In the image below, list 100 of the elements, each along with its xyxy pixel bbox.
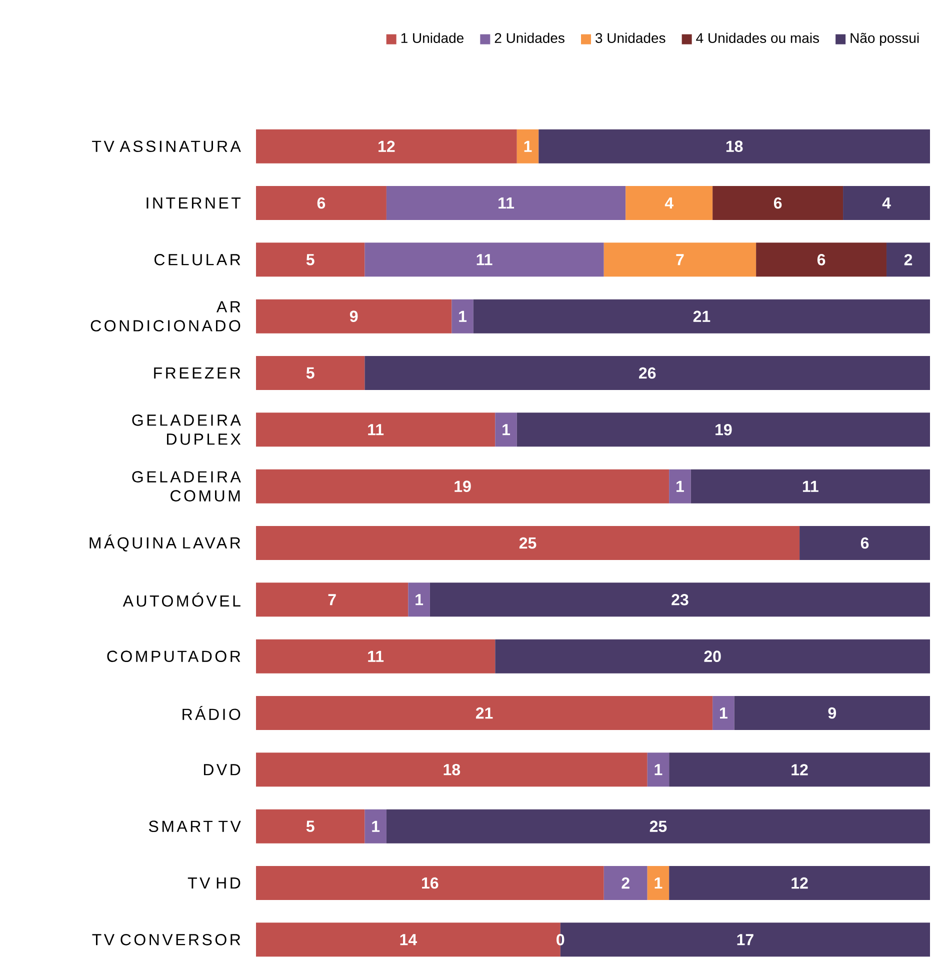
data-label: 11: [368, 424, 384, 436]
bar: [386, 809, 930, 844]
bar: [256, 866, 604, 900]
data-label: 1: [416, 594, 424, 606]
data-label: 1: [676, 480, 684, 492]
y-tick-label: DVD: [204, 764, 240, 776]
bar: [843, 186, 930, 220]
data-label: 18: [726, 140, 743, 152]
bar: [364, 356, 930, 390]
data-label: 4: [882, 197, 891, 209]
data-label: 1: [654, 878, 662, 889]
data-label: 11: [368, 650, 384, 662]
bar: [256, 129, 517, 164]
data-label: 11: [802, 480, 818, 492]
bar: [256, 469, 670, 504]
data-label: 6: [817, 254, 826, 266]
bar: [256, 752, 648, 787]
legend-label: 4 Unidades ou mais: [696, 32, 820, 43]
y-tick-label: GELADEIRA COMUM: [132, 471, 241, 502]
bar: [734, 696, 930, 730]
bar: [256, 186, 386, 220]
data-label: 18: [444, 764, 460, 776]
data-label: 20: [704, 650, 721, 662]
bar: [408, 582, 430, 617]
data-label: 23: [672, 594, 688, 606]
y-tick-label: TV CONVERSOR: [92, 934, 240, 946]
data-label: 17: [737, 934, 754, 946]
bar: [647, 752, 670, 787]
bar: [756, 242, 887, 277]
bar: [516, 129, 539, 164]
bar: [256, 526, 800, 560]
data-label: 4: [664, 197, 674, 209]
bar: [256, 582, 408, 617]
y-tick-label: CELULAR: [154, 254, 240, 266]
bar: [364, 809, 386, 844]
bar: [256, 696, 713, 730]
bar: [473, 299, 930, 334]
bar: [712, 186, 844, 220]
data-label: 21: [476, 707, 493, 719]
y-tick-label: INTERNET: [146, 197, 241, 209]
data-label: 1: [524, 140, 532, 152]
data-label: 14: [400, 934, 418, 946]
data-label: 25: [519, 537, 536, 549]
bar: [800, 526, 930, 560]
bar: [712, 696, 734, 730]
legend-label: 3 Unidades: [596, 32, 666, 43]
data-label: 1: [459, 310, 467, 322]
y-tick-label: TV HD: [188, 878, 240, 889]
y-tick-label: GELADEIRA DUPLEX: [132, 414, 241, 445]
bar: [256, 412, 496, 447]
data-label: 1: [654, 764, 662, 776]
bar: [256, 809, 365, 844]
y-tick-label: MÁQUINA LAVAR: [90, 534, 240, 552]
data-label: 7: [328, 594, 336, 606]
legend-label: 1 Unidade: [401, 32, 464, 43]
data-label: 21: [693, 310, 710, 322]
data-label: 11: [476, 254, 492, 266]
bar: [690, 469, 930, 504]
data-label: 26: [639, 367, 656, 379]
bar: [669, 469, 691, 504]
data-label: 1: [372, 820, 380, 832]
bar: [516, 412, 930, 447]
data-label: 2: [622, 877, 630, 889]
annotation: 0: [556, 934, 564, 946]
bar: [538, 129, 930, 164]
data-label: 11: [498, 197, 514, 209]
bar: [495, 412, 517, 447]
bar: [647, 866, 670, 900]
bar: [364, 242, 604, 277]
bar: [604, 866, 648, 900]
data-label: 9: [828, 707, 836, 719]
y-tick-label: SMART TV: [148, 820, 241, 832]
bar: [256, 639, 496, 674]
data-label: 19: [454, 480, 471, 492]
bar: [256, 356, 365, 390]
y-tick-label: AUTOMÓVEL: [122, 592, 240, 607]
data-label: 6: [774, 197, 782, 209]
data-label: 5: [306, 367, 314, 379]
legend-label: Não possui: [850, 32, 919, 46]
bar: [256, 299, 452, 334]
bar: [256, 242, 365, 277]
bar: [669, 752, 930, 787]
y-tick-label: COMPUTADOR: [107, 650, 240, 662]
data-label: 25: [650, 820, 667, 832]
data-label: 12: [792, 764, 808, 776]
bar: [886, 242, 930, 277]
legend-label: 2 Unidades: [494, 32, 564, 43]
bar: [452, 299, 474, 334]
data-label: 19: [716, 424, 732, 436]
y-tick-label: TV ASSINATURA: [92, 140, 241, 152]
bar: [626, 186, 713, 220]
y-tick-label: AR CONDICIONADO: [90, 301, 240, 332]
data-label: 12: [378, 140, 395, 152]
bar: [669, 866, 930, 900]
bar: [430, 582, 930, 617]
y-tick-label: RÁDIO: [182, 706, 240, 720]
data-label: 6: [860, 537, 869, 549]
data-label: 12: [792, 877, 808, 889]
data-label: 1: [720, 708, 728, 719]
y-tick-label: FREEZER: [154, 367, 240, 379]
